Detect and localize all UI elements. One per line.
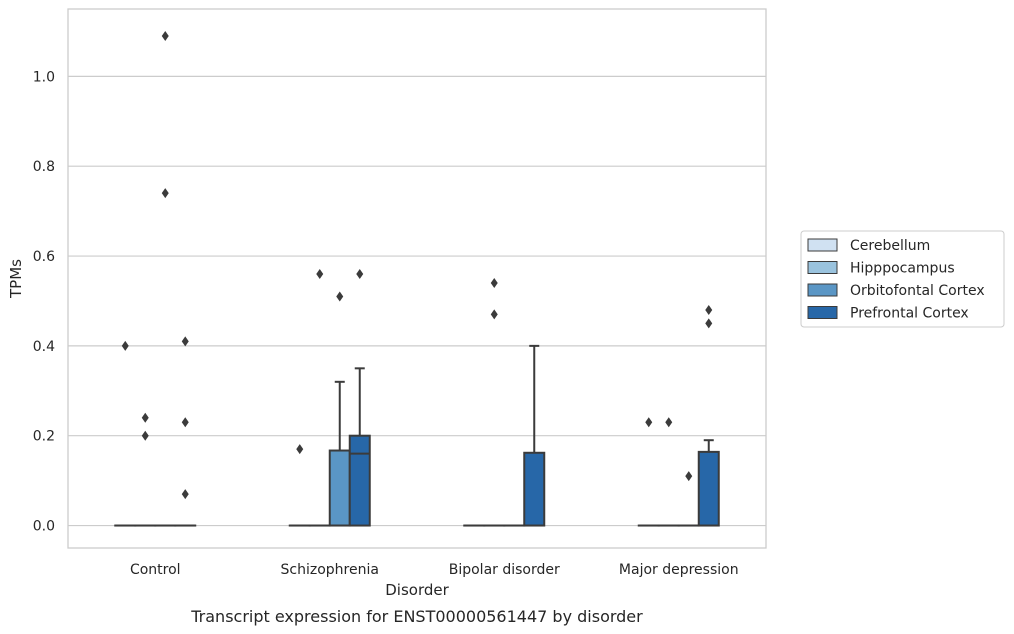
box-series-group	[114, 30, 720, 527]
legend-label: Prefrontal Cortex	[850, 306, 969, 322]
outlier-point	[336, 291, 344, 302]
box-hipppocampus-1	[308, 269, 331, 527]
box-cerebellum-1	[288, 444, 311, 527]
x-tick-label: Schizophrenia	[281, 562, 379, 578]
box-hipppocampus-2	[483, 277, 506, 527]
chart-caption: Transcript expression for ENST0000056144…	[190, 607, 643, 626]
box-orbitofontal-cortex-0	[154, 30, 177, 527]
y-axis-label: TPMs	[7, 259, 25, 299]
box-body	[697, 450, 720, 527]
y-tick-label: 0.8	[33, 159, 55, 175]
box-body	[328, 449, 351, 527]
gridlines	[68, 75, 766, 527]
outlier-point	[356, 269, 364, 280]
plot-area-frame	[67, 8, 767, 549]
outlier-point	[490, 309, 498, 320]
box-prefrontal-cortex-1	[348, 269, 371, 527]
outlier-point	[685, 471, 693, 482]
box-cerebellum-3	[637, 417, 660, 527]
outlier-point	[705, 304, 713, 315]
box-cerebellum-0	[114, 340, 137, 527]
outlier-point	[121, 340, 129, 351]
x-tick-label: Bipolar disorder	[449, 562, 560, 578]
legend-label: Orbitofontal Cortex	[850, 283, 985, 299]
box-prefrontal-cortex-2	[523, 344, 546, 527]
legend-label: Hipppocampus	[850, 261, 955, 277]
y-tick-label: 1.0	[33, 69, 55, 85]
box-hipppocampus-0	[134, 412, 157, 527]
outlier-point	[181, 417, 189, 428]
outlier-point	[296, 444, 304, 455]
outlier-point	[141, 412, 149, 423]
y-tick-label: 0.6	[33, 249, 55, 265]
box-orbitofontal-cortex-1	[328, 291, 351, 527]
outlier-point	[141, 430, 149, 441]
legend-swatch	[807, 261, 838, 274]
box-orbitofontal-cortex-3	[677, 471, 700, 527]
box-body	[348, 434, 371, 527]
x-axis-label: Disorder	[385, 581, 449, 599]
legend-swatch	[807, 238, 838, 252]
x-tick-label: Major depression	[619, 562, 739, 578]
legend-label: Cerebellum	[850, 238, 930, 254]
y-tick-label: 0.2	[33, 429, 55, 445]
outlier-point	[316, 269, 324, 280]
legend-swatch	[807, 283, 838, 297]
x-tick-label: Control	[130, 562, 181, 578]
outlier-point	[490, 277, 498, 288]
y-tick-label: 0.4	[33, 339, 55, 355]
outlier-point	[645, 417, 653, 428]
outlier-point	[705, 318, 713, 329]
y-tick-label: 0.0	[33, 519, 55, 535]
x-axis-ticks: Control Schizophrenia Bipolar disorder Majo…	[130, 562, 739, 578]
outlier-point	[161, 188, 169, 199]
outlier-point	[181, 336, 189, 347]
legend: Cerebellum Hipppocampus Orbitofontal Corte…	[800, 230, 1005, 328]
outlier-point	[161, 30, 169, 41]
outlier-point	[665, 417, 673, 428]
box-hipppocampus-3	[657, 417, 680, 527]
box-prefrontal-cortex-3	[697, 304, 720, 527]
legend-frame	[800, 230, 1005, 328]
box-prefrontal-cortex-0	[174, 336, 197, 527]
legend-swatch	[807, 306, 838, 319]
outlier-point	[181, 489, 189, 500]
box-body	[523, 451, 546, 527]
y-axis-ticks: 0.0 0.2 0.4 0.6 0.8 1.0	[33, 69, 55, 534]
